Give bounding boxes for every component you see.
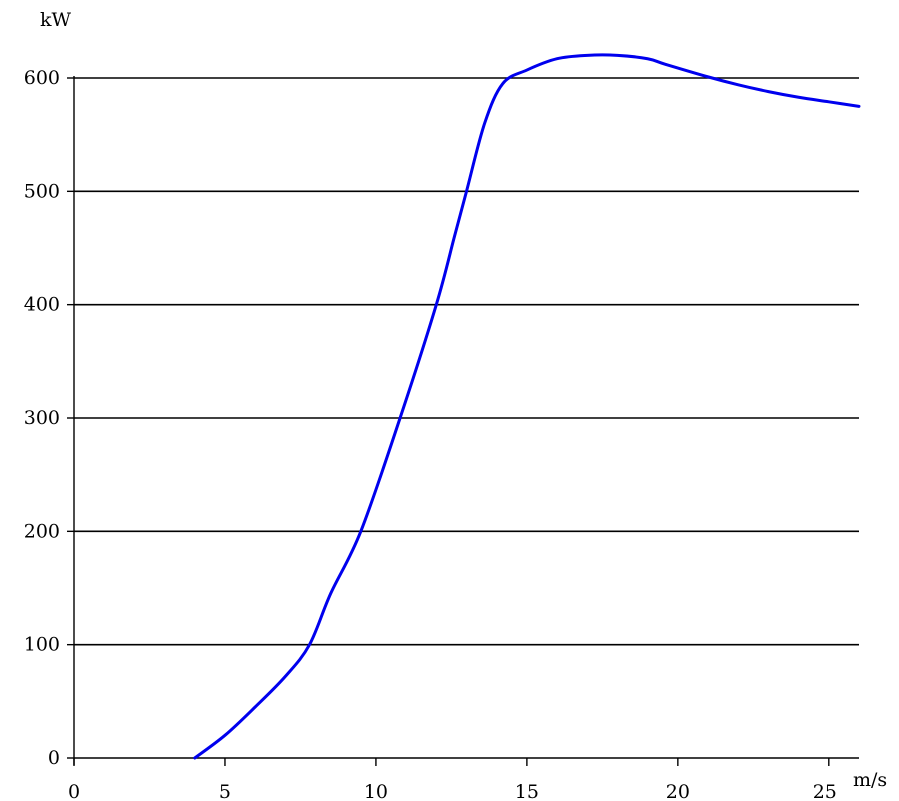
series-line-0 xyxy=(195,55,859,758)
axes xyxy=(67,76,829,766)
y-tick-label-600: 600 xyxy=(24,67,60,89)
x-tick-label-5: 5 xyxy=(219,781,231,801)
x-tick-label-25: 25 xyxy=(813,781,837,801)
series-layer xyxy=(195,55,859,758)
x-tick-label-20: 20 xyxy=(666,781,690,801)
y-tick-label-500: 500 xyxy=(24,180,60,202)
y-tick-label-200: 200 xyxy=(24,520,60,542)
tick-labels: 0 100 200 300 400 500 600 0 5 10 15 20 25 xyxy=(24,67,837,801)
x-tick-label-15: 15 xyxy=(515,781,539,801)
y-tick-label-100: 100 xyxy=(24,634,60,656)
y-tick-label-400: 400 xyxy=(24,294,60,316)
y-tick-label-0: 0 xyxy=(48,747,60,769)
grid-lines xyxy=(74,78,859,758)
y-axis-label: kW xyxy=(40,9,72,31)
y-tick-label-300: 300 xyxy=(24,407,60,429)
x-tick-label-10: 10 xyxy=(364,781,388,801)
x-tick-label-0: 0 xyxy=(68,781,80,801)
x-axis-label: m/s xyxy=(853,769,887,791)
